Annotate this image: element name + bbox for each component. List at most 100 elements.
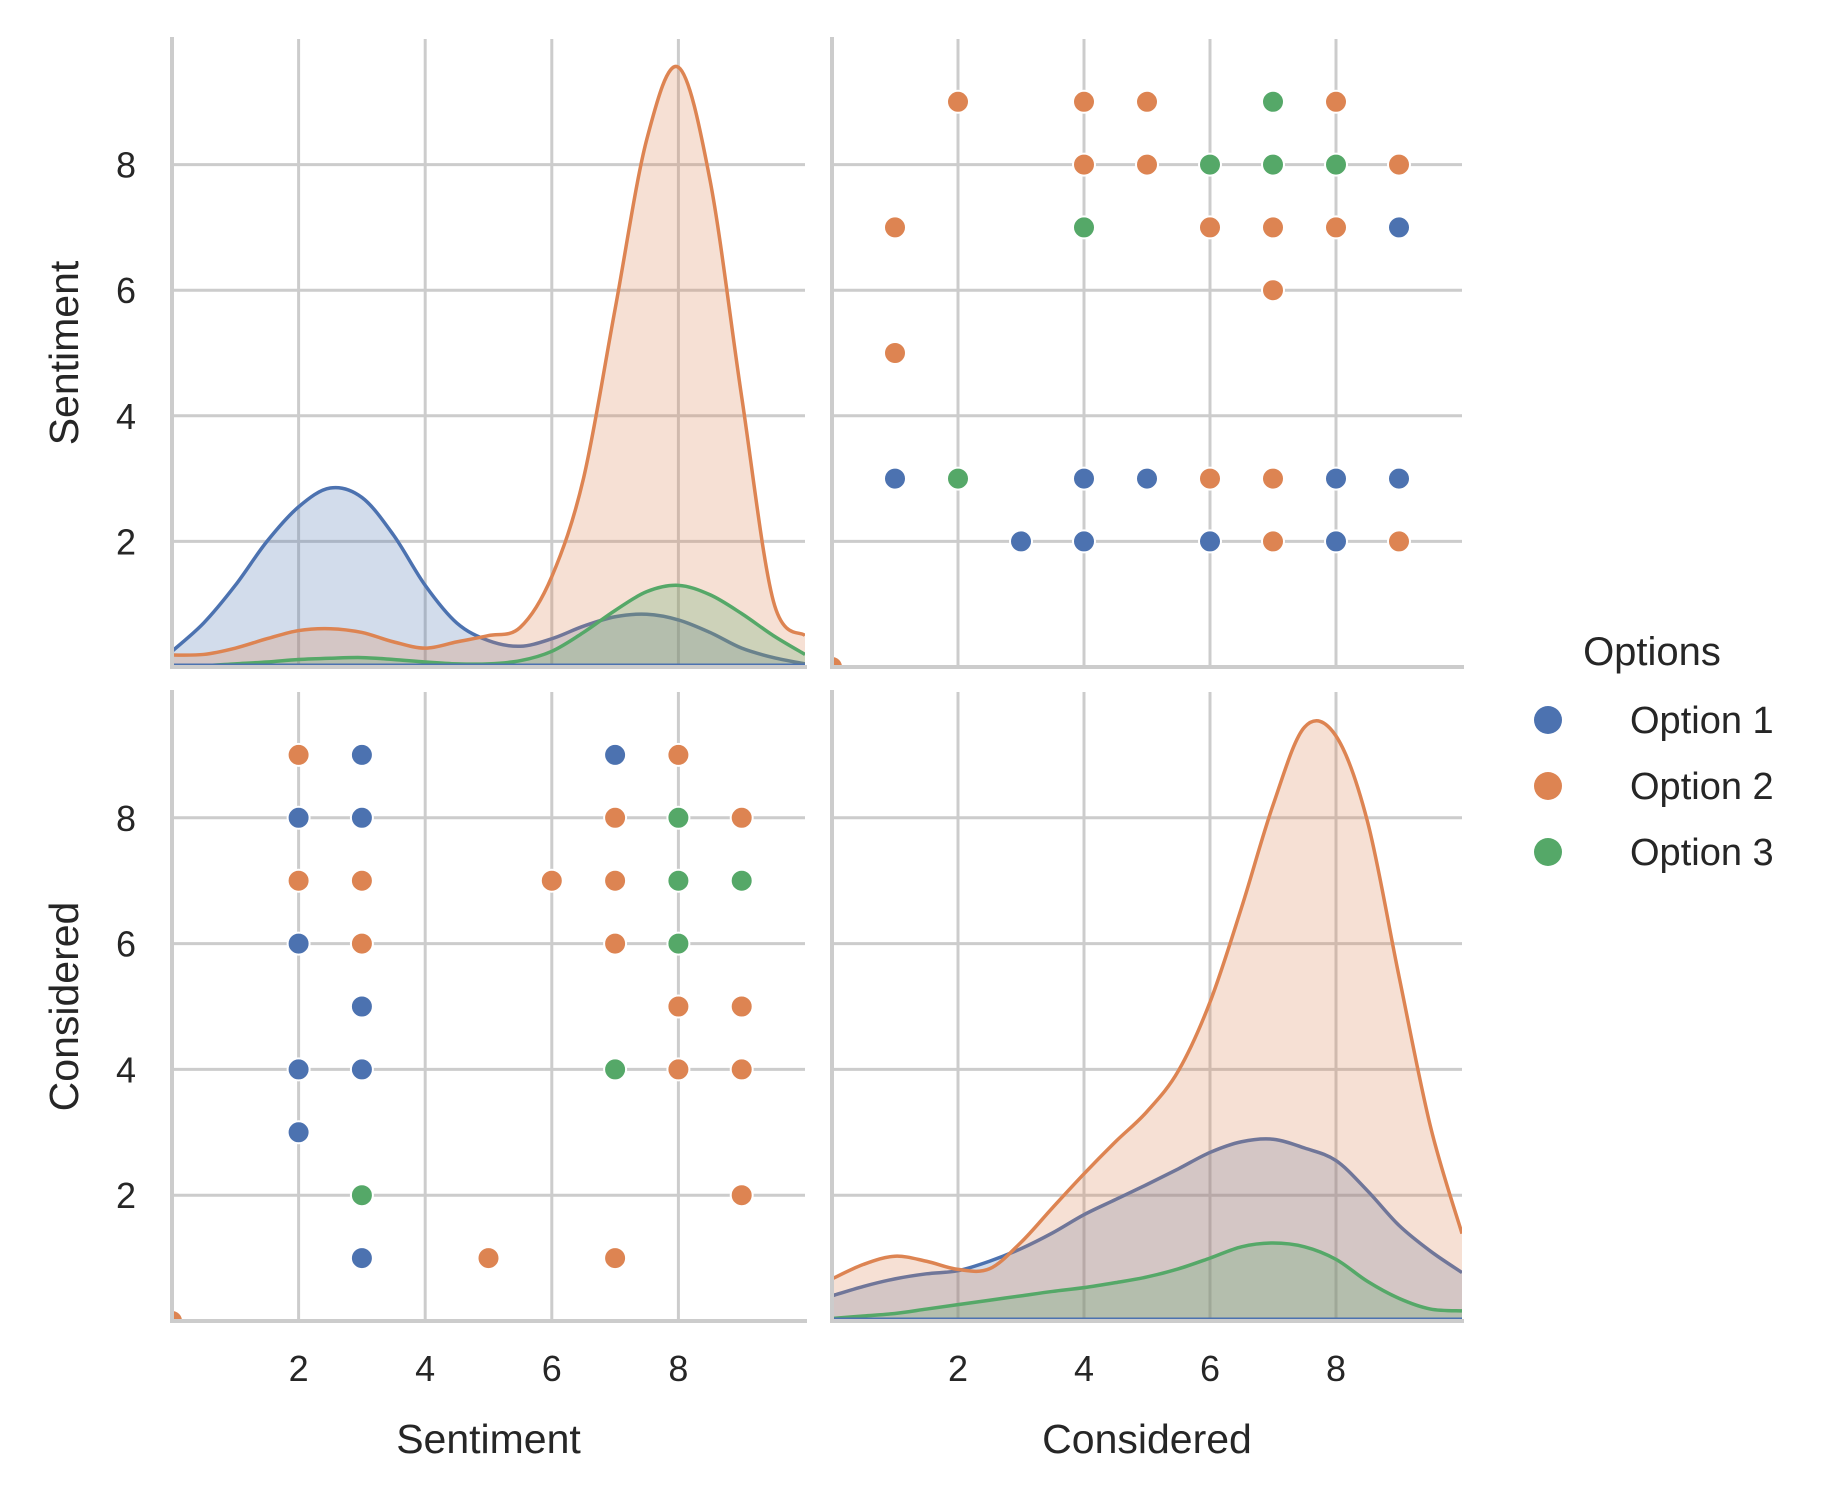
data-point bbox=[946, 466, 970, 491]
data-point bbox=[729, 805, 754, 830]
panel-considered-vs-sentiment: 2 4 6 8 Considered 2 4 6 8 Sentiment bbox=[41, 690, 807, 1462]
data-point bbox=[349, 994, 374, 1019]
panel-considered-vs-considered: 2 4 6 8 Considered bbox=[830, 690, 1464, 1462]
data-point bbox=[666, 742, 691, 767]
x-tick-label: 4 bbox=[415, 1348, 435, 1389]
data-point bbox=[832, 655, 844, 667]
legend-label: Option 3 bbox=[1630, 832, 1774, 874]
panel-sentiment-vs-considered bbox=[830, 37, 1464, 669]
data-point bbox=[1324, 89, 1348, 114]
data-point bbox=[349, 1246, 374, 1271]
data-point bbox=[603, 868, 628, 893]
x-tick-label: 2 bbox=[948, 1348, 968, 1389]
kde-fill-option-1 bbox=[172, 487, 805, 667]
data-point bbox=[666, 1057, 691, 1082]
data-point bbox=[476, 1246, 501, 1271]
y-tick-label: 2 bbox=[116, 521, 136, 562]
data-point bbox=[1135, 89, 1159, 114]
data-point bbox=[1072, 466, 1096, 491]
x-tick-label: 2 bbox=[289, 1348, 309, 1389]
data-point bbox=[1387, 215, 1411, 240]
legend-label: Option 1 bbox=[1630, 700, 1774, 742]
data-point bbox=[1261, 215, 1285, 240]
data-point bbox=[286, 1120, 311, 1145]
x-tick-label: 4 bbox=[1074, 1348, 1094, 1389]
data-point bbox=[729, 868, 754, 893]
data-point bbox=[286, 931, 311, 956]
data-point bbox=[1324, 466, 1348, 491]
y-tick-label: 8 bbox=[116, 798, 136, 839]
data-point bbox=[286, 742, 311, 767]
kde-line-option-1 bbox=[832, 1137, 1462, 1298]
x-tick-label: 8 bbox=[668, 1348, 688, 1389]
y-tick-label: 4 bbox=[116, 396, 136, 437]
data-point bbox=[349, 931, 374, 956]
x-axis-label: Considered bbox=[1042, 1416, 1252, 1462]
data-point bbox=[286, 868, 311, 893]
data-point bbox=[349, 868, 374, 893]
kde-fill-option-3 bbox=[172, 585, 805, 667]
legend-title: Options bbox=[1583, 630, 1721, 674]
x-axis-label: Sentiment bbox=[396, 1416, 581, 1462]
kde-fill-option-1 bbox=[832, 1138, 1462, 1321]
data-point bbox=[1324, 529, 1348, 554]
y-tick-label: 4 bbox=[116, 1049, 136, 1090]
y-axis-label: Considered bbox=[41, 902, 87, 1112]
x-tick-label: 6 bbox=[1200, 1348, 1220, 1389]
y-axis-label: Sentiment bbox=[41, 260, 87, 445]
x-tick-label: 6 bbox=[542, 1348, 562, 1389]
data-point bbox=[1072, 152, 1096, 177]
data-point bbox=[883, 215, 907, 240]
legend-marker-option-3 bbox=[1534, 838, 1562, 866]
data-point bbox=[1135, 466, 1159, 491]
y-tick-label: 6 bbox=[116, 924, 136, 965]
data-point bbox=[1198, 466, 1222, 491]
data-point bbox=[603, 742, 628, 767]
y-tick-label: 6 bbox=[116, 270, 136, 311]
panel-sentiment-vs-sentiment: 2 4 6 8 Sentiment bbox=[41, 37, 807, 669]
data-point bbox=[666, 994, 691, 1019]
data-point bbox=[1009, 529, 1033, 554]
x-tick-label: 8 bbox=[1326, 1348, 1346, 1389]
y-tick-label: 8 bbox=[116, 145, 136, 186]
data-point bbox=[666, 868, 691, 893]
kde-fill-option-2 bbox=[172, 66, 805, 667]
plot-area bbox=[172, 742, 754, 1321]
plot-area bbox=[832, 719, 1462, 1321]
data-point bbox=[1261, 89, 1285, 114]
data-point bbox=[286, 805, 311, 830]
data-point bbox=[1072, 215, 1096, 240]
legend-label: Option 2 bbox=[1630, 766, 1774, 808]
data-point bbox=[1198, 152, 1222, 177]
data-point bbox=[729, 1057, 754, 1082]
data-point bbox=[1324, 152, 1348, 177]
kde-line-option-1 bbox=[172, 485, 805, 666]
data-point bbox=[539, 868, 564, 893]
kde-line-option-2 bbox=[832, 719, 1462, 1281]
data-point bbox=[883, 466, 907, 491]
data-point bbox=[603, 805, 628, 830]
data-point bbox=[1387, 466, 1411, 491]
data-point bbox=[666, 805, 691, 830]
data-point bbox=[1198, 529, 1222, 554]
data-point bbox=[349, 742, 374, 767]
y-tick-label: 2 bbox=[116, 1175, 136, 1216]
data-point bbox=[1261, 278, 1285, 303]
data-point bbox=[1135, 152, 1159, 177]
data-point bbox=[1198, 215, 1222, 240]
data-point bbox=[1261, 152, 1285, 177]
kde-line-option-2 bbox=[172, 64, 805, 657]
data-point bbox=[1387, 152, 1411, 177]
kde-fill-option-2 bbox=[832, 720, 1462, 1321]
data-point bbox=[729, 1183, 754, 1208]
data-point bbox=[603, 1057, 628, 1082]
data-point bbox=[946, 89, 970, 114]
legend: Options Option 1 Option 2 Option 3 bbox=[1534, 630, 1774, 874]
data-point bbox=[172, 1309, 184, 1321]
data-point bbox=[666, 931, 691, 956]
data-point bbox=[1072, 89, 1096, 114]
plot-area bbox=[172, 64, 805, 667]
data-point bbox=[349, 805, 374, 830]
data-point bbox=[603, 931, 628, 956]
